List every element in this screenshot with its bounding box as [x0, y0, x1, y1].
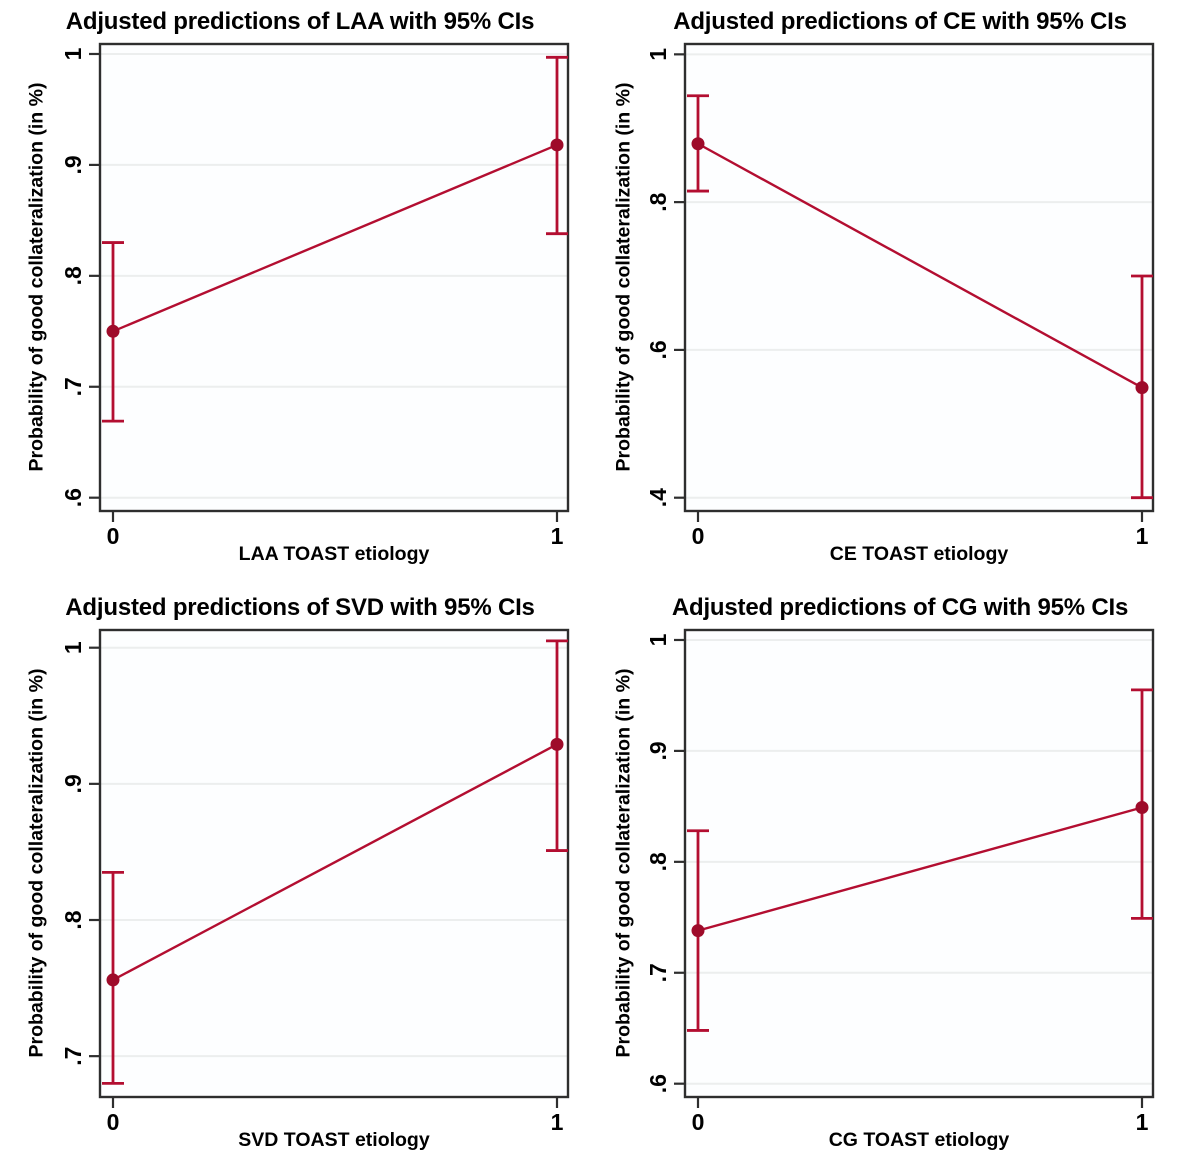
plot-background — [685, 44, 1153, 511]
y-tick-label: 1 — [60, 47, 86, 60]
x-tick-label: 0 — [692, 523, 705, 549]
x-axis-label-laa: LAA TOAST etiology — [238, 543, 430, 565]
y-tick-label: 1 — [645, 48, 671, 61]
x-axis-label-svd: SVD TOAST etiology — [238, 1129, 430, 1151]
plot-area-laa: 1 .9 .8 .7 .6 0 1 — [60, 42, 570, 549]
y-tick-label: 1 — [645, 633, 671, 646]
data-point-marker — [691, 924, 705, 938]
plot-frame — [683, 42, 1155, 513]
series-line — [112, 143, 558, 333]
plot-area-cg: 1 .9 .8 .7 .6 0 1 — [645, 628, 1155, 1135]
x-tick-label: 1 — [551, 523, 564, 549]
data-point-marker — [1135, 800, 1149, 814]
y-tick-label: 1 — [60, 641, 86, 654]
y-tick-label: .9 — [645, 741, 671, 760]
x-tick-label: 1 — [1136, 1109, 1149, 1135]
plot-area-ce: 1 .8 .6 .4 0 1 — [645, 42, 1155, 549]
series-line — [697, 806, 1143, 932]
data-point-marker — [106, 324, 120, 338]
panel-laa: Adjusted predictions of LAA with 95% CIs… — [0, 0, 600, 586]
chart-title-svd: Adjusted predictions of SVD with 95% CIs — [65, 594, 535, 621]
y-tick-label: .8 — [645, 192, 671, 211]
chart-title-ce: Adjusted predictions of CE with 95% CIs — [673, 8, 1127, 35]
x-tick-label: 1 — [551, 1109, 564, 1135]
x-tick-label: 0 — [107, 1109, 120, 1135]
plot-background — [685, 630, 1153, 1097]
series-line — [697, 142, 1143, 389]
panel-cg: Adjusted predictions of CG with 95% CIs … — [600, 586, 1200, 1172]
y-tick-label: .4 — [645, 488, 671, 507]
data-point-marker — [691, 137, 705, 151]
series-line — [112, 743, 558, 981]
panel-ce: Adjusted predictions of CE with 95% CIs … — [600, 0, 1200, 586]
data-point-marker — [550, 737, 564, 751]
x-tick-label: 0 — [107, 523, 120, 549]
y-tick-label: .9 — [60, 155, 86, 174]
y-tick-label: .7 — [645, 963, 671, 982]
y-tick-label: .6 — [645, 340, 671, 359]
y-tick-label: .8 — [60, 266, 86, 285]
data-point-marker — [106, 973, 120, 987]
x-tick-label: 0 — [692, 1109, 705, 1135]
x-tick-label: 1 — [1136, 523, 1149, 549]
plot-frame — [98, 628, 570, 1099]
data-point-marker — [550, 138, 564, 152]
y-tick-label: .7 — [60, 377, 86, 396]
y-tick-label: .9 — [60, 774, 86, 793]
y-tick-label: .8 — [645, 852, 671, 871]
y-tick-label: .8 — [60, 910, 86, 929]
y-tick-label: .6 — [60, 488, 86, 507]
panel-svd: Adjusted predictions of SVD with 95% CIs… — [0, 586, 600, 1172]
x-axis-label-cg: CG TOAST etiology — [828, 1129, 1010, 1151]
plot-frame — [683, 628, 1155, 1099]
plot-background — [100, 44, 568, 511]
y-tick-label: .6 — [645, 1074, 671, 1093]
y-tick-label: .7 — [60, 1047, 86, 1066]
plot-frame — [98, 42, 570, 513]
data-point-marker — [1135, 381, 1149, 395]
plot-area-svd: 1 .9 .8 .7 0 1 — [60, 628, 570, 1135]
chart-title-cg: Adjusted predictions of CG with 95% CIs — [671, 594, 1129, 621]
x-axis-label-ce: CE TOAST etiology — [829, 543, 1009, 565]
chart-title-laa: Adjusted predictions of LAA with 95% CIs — [65, 8, 535, 35]
